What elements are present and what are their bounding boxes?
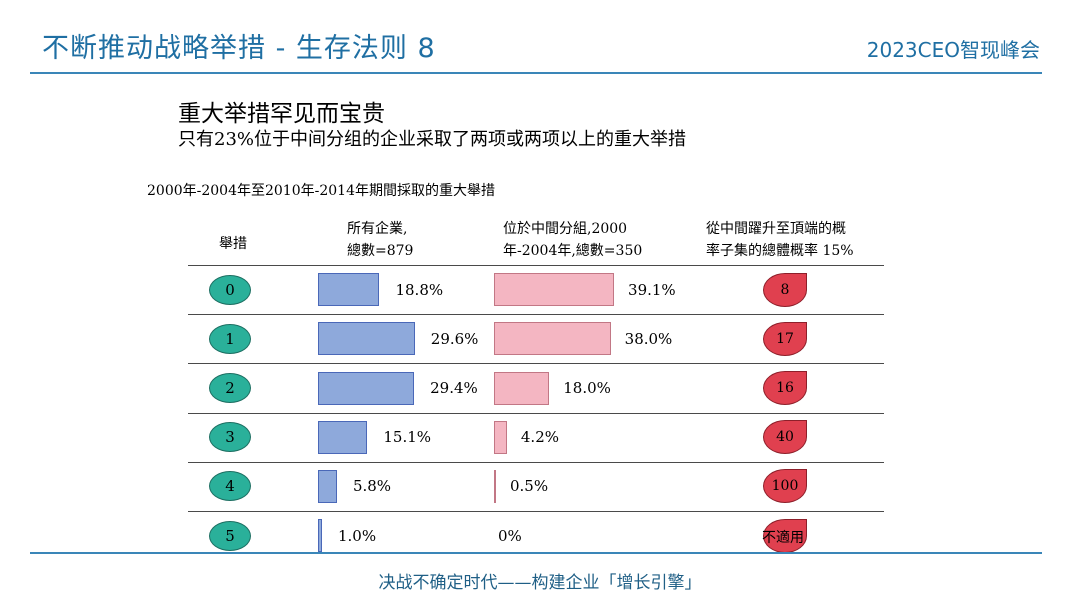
probability-drop: 100 [763, 469, 807, 504]
middle-tier-bar [494, 371, 550, 405]
all-companies-value: 15.1% [383, 428, 432, 447]
header-divider [30, 72, 1042, 74]
middle-tier-bar [494, 322, 611, 356]
col-header-all-line2: 總數=879 [347, 243, 414, 259]
section-subheading: 只有23%位于中间分组的企业采取了两项或两项以上的重大举措 [178, 129, 687, 150]
col-header-mid-line1: 位於中間分組,2000 [503, 221, 628, 237]
col-header-mid: 位於中間分組,2000 年-2004年,總數=350 [503, 218, 642, 262]
col-header-prob-line2: 率子集的總體概率 15% [706, 243, 854, 259]
probability-not-applicable: 不適用 [762, 529, 804, 546]
col-header-prob: 從中間躍升至頂端的概 率子集的總體概率 15% [706, 218, 854, 262]
probability-drop [763, 518, 807, 553]
probability-drop: 40 [763, 420, 807, 455]
all-companies-bar [318, 322, 415, 356]
row-divider [188, 412, 884, 414]
all-companies-bar [318, 519, 322, 553]
all-companies-bar [318, 420, 368, 454]
move-count-badge: 5 [209, 520, 251, 551]
all-companies-bar [318, 273, 380, 307]
probability-drop: 8 [763, 272, 807, 307]
middle-tier-value: 0% [498, 526, 522, 545]
move-count-badge: 0 [209, 274, 251, 305]
section-heading: 重大举措罕见而宝贵 [178, 101, 385, 127]
col-header-mid-line2: 年-2004年,總數=350 [503, 243, 643, 259]
col-header-all-line1: 所有企業, [347, 221, 408, 237]
all-companies-value: 29.4% [430, 379, 478, 397]
col-header-prob-line1: 從中間躍升至頂端的概 [706, 221, 846, 237]
move-count-badge: 3 [209, 422, 251, 453]
all-companies-value: 18.8% [395, 280, 444, 299]
middle-tier-value: 4.2% [520, 428, 559, 447]
footer-divider [30, 552, 1042, 554]
row-divider [188, 265, 884, 266]
middle-tier-bar [494, 273, 615, 307]
event-brand: 2023CEO智现峰会 [866, 38, 1040, 62]
row-divider [188, 461, 884, 463]
middle-tier-bar [494, 420, 507, 454]
middle-tier-value: 18.0% [563, 379, 611, 397]
all-companies-bar [318, 371, 415, 405]
probability-drop: 17 [763, 321, 807, 356]
table-caption: 2000年-2004年至2010年-2014年期間採取的重大舉措 [147, 183, 495, 199]
all-companies-bar [318, 469, 337, 503]
probability-drop: 16 [763, 371, 807, 405]
move-count-badge: 2 [209, 373, 251, 403]
row-divider [188, 511, 884, 512]
middle-tier-bar [494, 469, 496, 503]
middle-tier-value: 38.0% [624, 329, 673, 348]
slide-title: 不断推动战略举措 - 生存法则 8 [42, 33, 436, 64]
all-companies-value: 29.6% [430, 329, 479, 348]
move-count-badge: 1 [209, 323, 251, 354]
col-header-moves: 舉措 [219, 236, 247, 252]
middle-tier-value: 39.1% [628, 280, 676, 299]
col-header-all: 所有企業, 總數=879 [347, 218, 413, 262]
move-count-badge: 4 [209, 471, 251, 502]
middle-tier-value: 0.5% [510, 477, 549, 496]
row-divider [188, 314, 884, 316]
row-divider [188, 363, 884, 365]
footer-tagline: 决战不确定时代——构建企业「增长引擎」 [378, 573, 702, 593]
all-companies-value: 1.0% [338, 526, 377, 545]
all-companies-value: 5.8% [352, 477, 392, 496]
